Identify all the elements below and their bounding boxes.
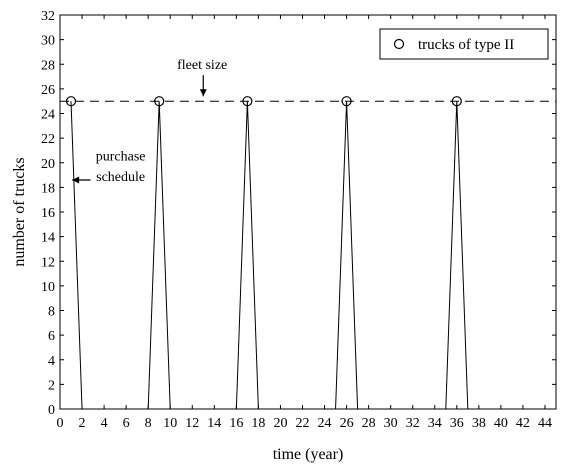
y-tick-label: 18	[41, 181, 55, 196]
x-tick-label: 32	[406, 416, 420, 431]
data-point-marker	[242, 96, 253, 107]
x-tick-label: 0	[57, 416, 64, 431]
purchase-schedule-line	[70, 101, 469, 410]
annotation-arrow-head	[199, 89, 207, 97]
x-tick-label: 34	[428, 416, 442, 431]
legend: trucks of type II	[379, 28, 549, 60]
x-axis-label: time (year)	[273, 446, 344, 463]
x-tick-label: 40	[494, 416, 508, 431]
y-tick-label: 26	[41, 83, 55, 98]
x-tick-label: 42	[516, 416, 530, 431]
x-tick-label: 20	[273, 416, 287, 431]
y-tick-label: 14	[41, 231, 55, 246]
legend-marker	[393, 38, 405, 50]
annotation-text: schedule	[96, 170, 145, 185]
y-tick-label: 0	[48, 403, 55, 418]
y-tick-label: 28	[41, 58, 55, 73]
y-tick-label: 24	[41, 108, 55, 123]
x-tick-label: 14	[207, 416, 221, 431]
y-tick-label: 2	[48, 378, 55, 393]
annotation-arrow-head	[72, 176, 80, 184]
x-tick-label: 12	[185, 416, 199, 431]
x-tick-label: 26	[340, 416, 354, 431]
x-tick-label: 44	[538, 416, 552, 431]
y-tick-label: 10	[41, 280, 55, 295]
plot-frame	[59, 14, 557, 410]
legend-label: trucks of type II	[418, 37, 514, 53]
y-tick-label: 4	[48, 354, 55, 369]
y-tick-label: 30	[41, 34, 55, 49]
x-tick-label: 24	[318, 416, 332, 431]
y-tick-label: 20	[41, 157, 55, 172]
x-tick-label: 28	[362, 416, 376, 431]
series-layer	[60, 96, 556, 410]
x-tick-label: 22	[295, 416, 309, 431]
y-tick-label: 12	[41, 255, 55, 270]
y-tick-label: 22	[41, 132, 55, 147]
x-tick-label: 10	[163, 416, 177, 431]
x-tick-label: 4	[101, 416, 108, 431]
annotations: fleet size purchase schedule	[72, 58, 227, 185]
y-tick-label: 16	[41, 206, 55, 221]
x-tick-label: 38	[472, 416, 486, 431]
y-tick-label: 8	[48, 305, 55, 320]
data-point-marker	[154, 96, 165, 107]
x-tick-label: 6	[123, 416, 130, 431]
x-axis: 0 2 4 6 8 10 12 14 16 18 20 22 24 26 28 30 32 34 36 38 40 42 4…	[57, 15, 552, 431]
x-tick-label: 36	[450, 416, 464, 431]
legend-box	[379, 28, 549, 60]
x-tick-label: 18	[251, 416, 265, 431]
y-tick-label: 6	[48, 329, 55, 344]
data-point-marker	[451, 96, 462, 107]
y-tick-label: 32	[41, 9, 55, 24]
plot-area-border	[59, 14, 557, 410]
x-tick-label: 30	[384, 416, 398, 431]
data-point-marker	[65, 96, 77, 107]
x-tick-label: 2	[79, 416, 86, 431]
data-point-marker	[341, 96, 352, 107]
x-tick-label: 16	[229, 416, 243, 431]
x-tick-label: 8	[145, 416, 152, 431]
y-axis-label: number of trucks	[11, 157, 28, 266]
annotation-text: fleet size	[177, 58, 227, 73]
annotation-text: purchase	[96, 149, 146, 164]
